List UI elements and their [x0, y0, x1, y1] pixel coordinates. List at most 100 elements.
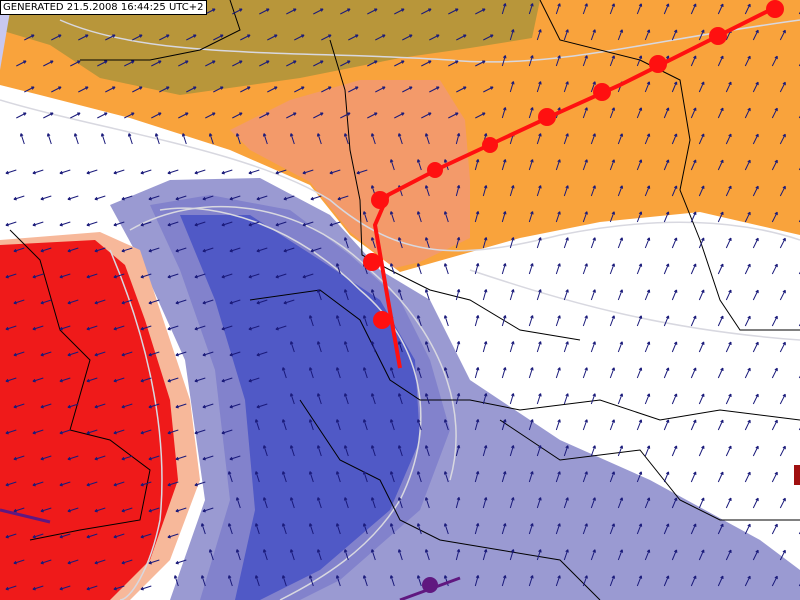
wind-arrow: [248, 377, 260, 383]
wind-arrow: [416, 263, 422, 275]
wind-arrow: [5, 481, 17, 487]
wind-arrow: [105, 34, 116, 41]
wind-arrow: [370, 549, 376, 561]
wind-arrow: [482, 289, 488, 301]
wind-arrow: [555, 211, 561, 223]
wind-arrow: [140, 585, 152, 591]
wind-arrow: [262, 133, 268, 145]
wind-arrow: [717, 211, 724, 223]
wind-arrow: [140, 481, 152, 487]
wind-arrow: [663, 159, 670, 171]
wind-arrow: [717, 523, 724, 535]
wind-arrow: [389, 419, 395, 431]
wind-arrow: [421, 60, 432, 67]
wind-arrow: [779, 29, 786, 41]
wind-arrow: [528, 55, 534, 67]
wind-arrow: [232, 60, 243, 67]
wind-arrow: [455, 497, 461, 509]
wind-arrow: [617, 497, 624, 509]
wind-arrow: [752, 393, 759, 405]
wind-arrow: [394, 60, 405, 67]
wind-arrow: [690, 523, 697, 535]
wind-arrow: [509, 237, 515, 249]
wind-arrow: [70, 60, 81, 67]
wind-arrow: [389, 471, 395, 483]
wind-arrow: [563, 185, 569, 197]
wind-arrow: [582, 523, 588, 535]
wind-arrow: [16, 112, 27, 119]
wind-arrow: [148, 403, 160, 409]
wind-arrow: [140, 169, 152, 175]
wind-arrow: [86, 533, 98, 539]
wind-arrow: [59, 273, 71, 279]
wind-arrow: [555, 367, 561, 379]
wind-arrow: [59, 481, 71, 487]
wind-arrow: [289, 445, 295, 457]
wind-arrow: [671, 497, 678, 509]
wind-arrow: [609, 159, 615, 171]
wind-arrow: [609, 575, 615, 587]
wind-arrow: [375, 86, 386, 93]
wind-arrow: [582, 107, 588, 119]
wind-arrow: [416, 523, 422, 535]
wind-arrow: [416, 575, 422, 587]
wind-arrow: [127, 133, 133, 145]
wind-arrow: [308, 471, 314, 483]
wind-arrow: [13, 455, 25, 461]
wind-arrow: [536, 289, 542, 301]
wind-arrow: [582, 159, 588, 171]
wind-arrow: [289, 549, 295, 561]
wind-arrow: [725, 497, 732, 509]
wind-arrow: [752, 497, 759, 509]
wind-arrow: [367, 112, 378, 119]
wind-arrow: [536, 497, 542, 509]
wind-arrow: [316, 393, 322, 405]
wind-arrow: [208, 549, 214, 561]
wind-arrow: [663, 107, 670, 119]
wind-arrow: [43, 60, 54, 67]
wind-arrow: [13, 507, 25, 513]
wind-arrow: [475, 112, 486, 119]
wind-arrow: [235, 133, 241, 145]
wind-arrow: [86, 221, 98, 227]
wind-arrow: [329, 169, 341, 175]
wind-arrow: [509, 445, 515, 457]
wind-arrow: [5, 429, 17, 435]
wind-arrow: [536, 341, 542, 353]
wind-arrow: [443, 575, 449, 587]
wind-arrow: [32, 169, 44, 175]
wind-arrow: [725, 393, 732, 405]
wind-arrow: [308, 523, 314, 535]
wind-arrow: [609, 471, 615, 483]
wind-arrow: [221, 169, 233, 175]
wind-arrow: [283, 247, 295, 253]
wind-arrow: [194, 273, 206, 279]
wind-arrow: [690, 3, 697, 15]
wind-arrow: [779, 289, 786, 301]
wind-arrow: [5, 273, 17, 279]
wind-arrow: [636, 55, 643, 67]
wind-arrow: [283, 195, 295, 201]
wind-arrow: [725, 445, 732, 457]
wind-arrow: [528, 367, 534, 379]
wind-arrow: [281, 575, 287, 587]
wind-arrow: [100, 133, 106, 145]
generated-stamp: GENERATED 21.5.2008 16:44:25 UTC+2: [0, 0, 207, 15]
wind-arrow: [771, 107, 778, 119]
wind-arrow: [456, 86, 467, 93]
wind-arrow: [202, 195, 214, 201]
front-symbols: [363, 0, 784, 329]
wind-arrow: [24, 86, 35, 93]
wind-arrow: [262, 445, 268, 457]
wind-arrow: [424, 133, 430, 145]
wind-arrow: [474, 523, 480, 535]
wind-arrow: [663, 471, 670, 483]
wind-arrow: [555, 471, 561, 483]
wind-arrow: [370, 133, 376, 145]
wind-arrow: [617, 133, 624, 145]
wind-arrow: [563, 81, 569, 93]
wind-arrow: [94, 351, 106, 357]
wind-arrow: [159, 34, 170, 41]
wind-arrow: [690, 471, 697, 483]
wind-arrow: [671, 289, 678, 301]
